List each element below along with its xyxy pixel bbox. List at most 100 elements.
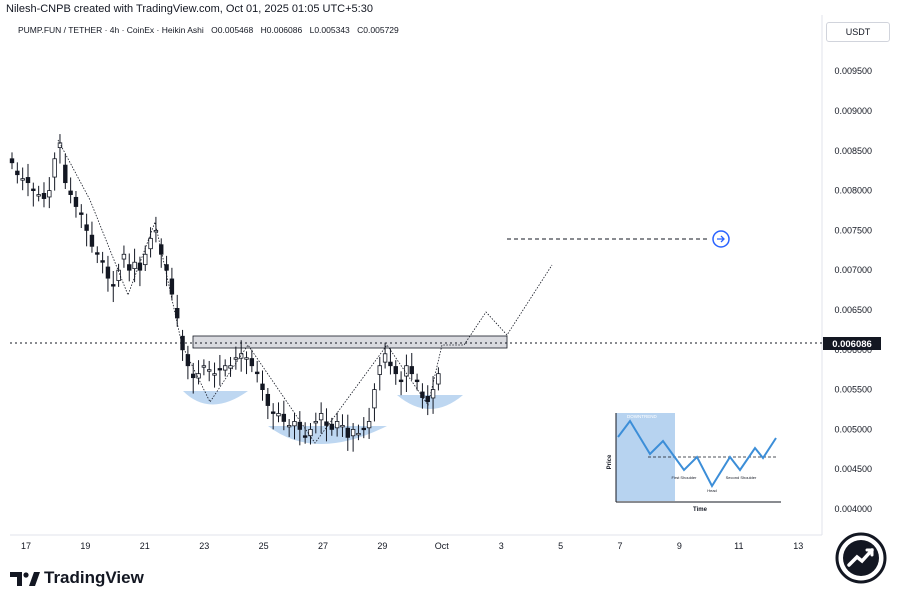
candle-body <box>318 413 324 421</box>
candle-body <box>73 196 79 207</box>
candle-body <box>297 421 303 430</box>
candle-body <box>89 234 95 247</box>
time-tick-label: 25 <box>259 541 269 551</box>
time-tick-label: 9 <box>677 541 682 551</box>
candle-body <box>393 366 398 375</box>
time-tick-label: Oct <box>435 541 450 551</box>
candle-body <box>356 432 361 436</box>
candle-body <box>281 413 287 422</box>
candle-body <box>254 371 260 375</box>
candle-body <box>414 379 420 383</box>
candle-body <box>41 192 47 199</box>
candle-body <box>100 260 105 263</box>
candle-body <box>47 190 52 198</box>
pattern-inset: DOWNTREND Price Time First Shoulder Head… <box>607 410 784 513</box>
candle-body <box>270 411 276 414</box>
candle-body <box>68 190 73 195</box>
candles <box>9 134 441 452</box>
candle-body <box>260 383 265 391</box>
candle-body <box>79 212 84 215</box>
candle-body <box>84 224 89 231</box>
candle-body <box>302 435 308 438</box>
candle-body <box>175 308 180 319</box>
tradingview-wordmark: TradingView <box>44 568 144 587</box>
current-price-label: 0.006086 <box>832 339 872 350</box>
candle-body <box>191 373 196 379</box>
candle-body <box>31 188 36 191</box>
current-price-badge <box>823 337 881 350</box>
candle-body <box>276 413 281 417</box>
candle-body <box>217 368 223 371</box>
candle-body <box>105 266 111 279</box>
left-shoulder-fill <box>183 391 248 405</box>
candle-body <box>249 358 255 367</box>
candle-body <box>382 353 388 363</box>
candle-body <box>238 353 244 359</box>
candle-body <box>15 170 20 176</box>
price-tick-label: 0.007000 <box>834 265 872 275</box>
candle-body <box>201 365 207 368</box>
candle-body <box>324 421 329 426</box>
candle-body <box>127 264 132 271</box>
right-shoulder-fill <box>397 395 463 409</box>
inset-head: Head <box>707 488 717 493</box>
candle-body <box>63 164 68 184</box>
candle-body <box>409 366 414 375</box>
candle-body <box>340 425 345 428</box>
candle-body <box>52 158 57 178</box>
candle-body <box>233 357 239 360</box>
candle-body <box>116 269 121 281</box>
candle-body <box>436 373 441 385</box>
chart-header: Nilesh-CNPB created with TradingView.com… <box>6 3 373 15</box>
time-tick-label: 11 <box>734 541 743 551</box>
candle-body <box>9 158 15 164</box>
candle-body <box>388 361 393 367</box>
candle-body <box>313 421 319 424</box>
candle-body <box>25 177 31 184</box>
target-marker-arrow <box>717 235 725 243</box>
candle-body <box>329 423 334 430</box>
candle-body <box>228 365 233 369</box>
candle-body <box>207 369 212 372</box>
candle-body <box>121 253 127 260</box>
candle-body <box>153 229 159 233</box>
candle-body <box>222 365 228 371</box>
inset-time-label: Time <box>693 507 708 513</box>
cup-fills <box>183 391 463 444</box>
candle-body <box>377 365 382 375</box>
head-fill <box>268 426 387 444</box>
candle-body <box>334 421 340 429</box>
price-tick-label: 0.004000 <box>834 504 872 514</box>
candle-body <box>169 278 175 295</box>
candle-body <box>265 393 271 406</box>
downtrend-path <box>57 139 553 444</box>
candle-body <box>308 428 313 437</box>
candle-body <box>212 373 217 376</box>
time-axis: 17 19 21 23 25 27 29 Oct 3 5 7 9 11 13 <box>21 541 803 551</box>
candle-body <box>345 427 350 438</box>
time-tick-label: 19 <box>80 541 90 551</box>
symbol-pair[interactable]: PUMP.FUN / TETHER · 4h · CoinEx · Heikin… <box>18 25 204 35</box>
pattern-path <box>57 139 553 444</box>
time-tick-label: 17 <box>21 541 31 551</box>
inset-first-shoulder: First Shoulder <box>672 475 698 480</box>
low-value: L0.005343 <box>309 25 350 35</box>
time-tick-label: 7 <box>617 541 622 551</box>
candle-body <box>286 425 292 428</box>
time-tick-label: 21 <box>140 541 150 551</box>
candle-body <box>398 379 404 383</box>
tradingview-logo[interactable]: TradingView <box>10 568 144 588</box>
time-tick-label: 29 <box>377 541 387 551</box>
inset-downtrend-label: DOWNTREND <box>627 414 657 419</box>
open-value: O0.005468 <box>211 25 254 35</box>
close-value: C0.005729 <box>357 25 399 35</box>
price-tick-label: 0.009000 <box>834 106 872 116</box>
candle-body <box>292 421 297 427</box>
currency-button[interactable]: USDT <box>826 22 890 42</box>
inset-second-shoulder: Second Shoulder <box>726 475 757 480</box>
candle-body <box>148 237 153 250</box>
symbol-info: PUMP.FUN / TETHER · 4h · CoinEx · Heikin… <box>18 25 404 35</box>
candle-body <box>420 391 425 398</box>
candle-body <box>20 178 25 181</box>
